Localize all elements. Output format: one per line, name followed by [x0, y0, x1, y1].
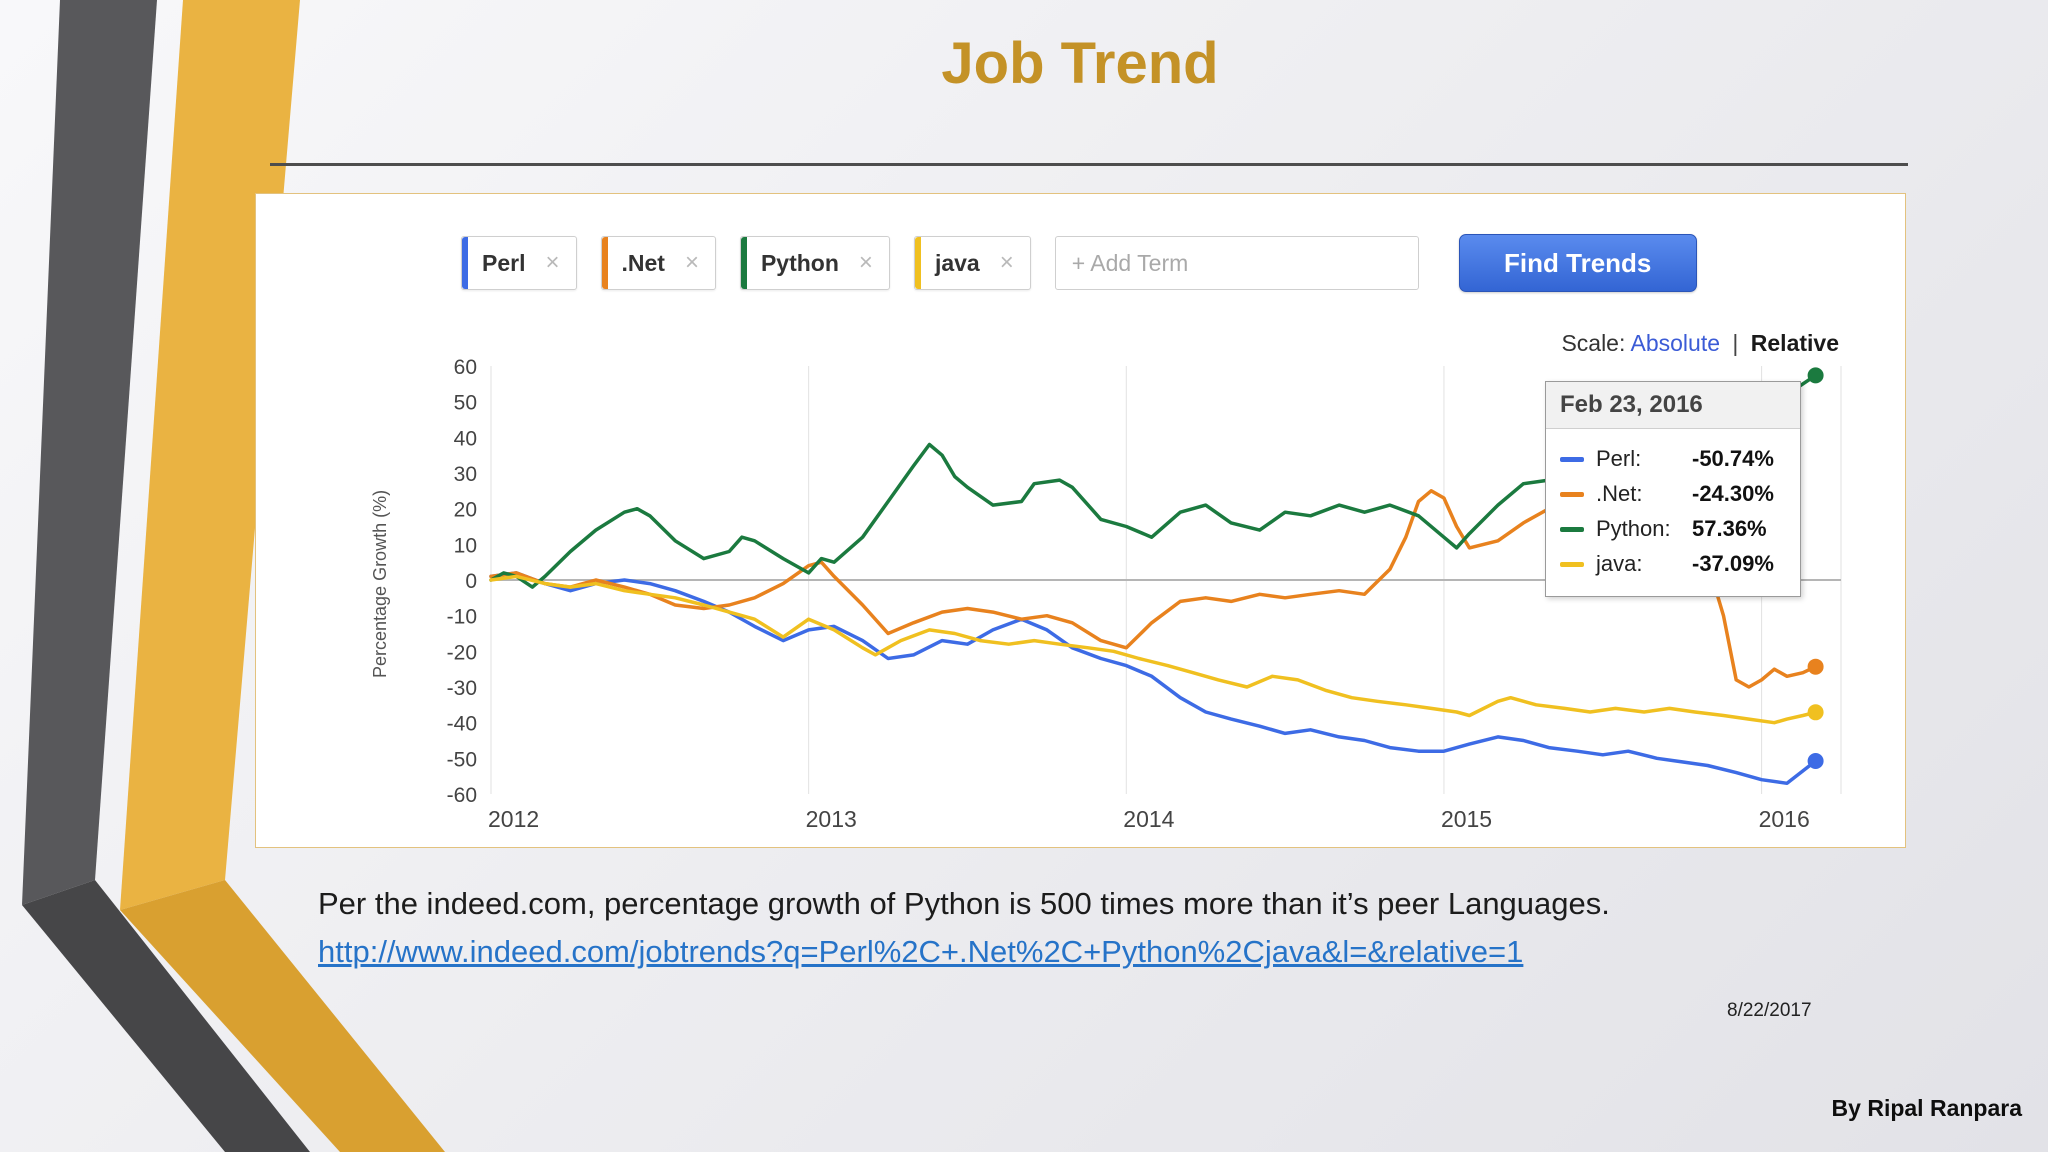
- term-color-bar: [914, 237, 921, 289]
- svg-text:10: 10: [454, 534, 477, 557]
- svg-text:-30: -30: [447, 677, 477, 700]
- remove-term-icon[interactable]: ×: [999, 249, 1014, 276]
- svg-text:-40: -40: [447, 713, 477, 736]
- svg-text:20: 20: [454, 499, 477, 522]
- svg-text:2014: 2014: [1123, 806, 1174, 832]
- svg-text:0: 0: [465, 570, 477, 593]
- tooltip-row-dotnet: .Net: -24.30%: [1560, 481, 1786, 507]
- scale-toggle: Scale: Absolute | Relative: [1561, 330, 1839, 357]
- add-term-input[interactable]: [1054, 236, 1419, 290]
- term-color-bar: [462, 237, 468, 289]
- find-trends-button[interactable]: Find Trends: [1458, 234, 1697, 292]
- remove-term-icon[interactable]: ×: [545, 249, 560, 276]
- decorative-stripes: [22, 0, 445, 1152]
- svg-text:2012: 2012: [488, 806, 539, 832]
- svg-text:-50: -50: [447, 748, 477, 771]
- scale-label: Scale:: [1561, 330, 1626, 356]
- svg-text:-20: -20: [447, 641, 477, 664]
- series-swatch: [1560, 561, 1584, 567]
- tooltip-body: Perl: -50.74% .Net: -24.30% Python: 57.3…: [1546, 429, 1800, 596]
- term-label: .Net: [621, 249, 665, 276]
- svg-text:2013: 2013: [806, 806, 857, 832]
- trend-chart: Percentage Growth (%) 2012 2013 2014 2015 20…: [356, 344, 1856, 839]
- series-name: .Net:: [1596, 481, 1643, 506]
- svg-text:60: 60: [454, 356, 477, 379]
- chart-tooltip: Feb 23, 2016 Perl: -50.74% .Net: -24.30%: [1545, 381, 1801, 597]
- term-color-bar: [601, 237, 608, 289]
- series-value: -37.09%: [1692, 551, 1774, 576]
- term-chip-java[interactable]: java ×: [913, 236, 1031, 290]
- term-label: java: [934, 249, 980, 276]
- series-name: Perl:: [1596, 446, 1642, 471]
- svg-text:50: 50: [454, 392, 477, 415]
- series-swatch: [1560, 491, 1584, 497]
- title-divider: [270, 163, 1908, 166]
- svg-text:2016: 2016: [1759, 806, 1810, 832]
- tooltip-row-python: Python: 57.36%: [1560, 516, 1786, 542]
- term-chip-dotnet[interactable]: .Net ×: [600, 236, 716, 290]
- svg-text:-60: -60: [447, 784, 477, 807]
- series-name: java:: [1596, 551, 1643, 576]
- series-value: -50.74%: [1692, 446, 1774, 471]
- series-swatch: [1560, 526, 1584, 532]
- page-title: Job Trend: [941, 31, 1219, 96]
- indeed-jobtrends-link[interactable]: http://www.indeed.com/jobtrends?q=Perl%2…: [318, 934, 1524, 969]
- svg-text:40: 40: [454, 427, 477, 450]
- series-name: Python:: [1596, 516, 1671, 541]
- tooltip-date: Feb 23, 2016: [1546, 382, 1800, 429]
- term-label: Python: [760, 249, 839, 276]
- series-swatch: [1560, 456, 1584, 462]
- search-terms-row: Perl × .Net × Python × java × Find Trend…: [461, 234, 1697, 292]
- remove-term-icon[interactable]: ×: [858, 249, 873, 276]
- svg-text:30: 30: [454, 463, 477, 486]
- tooltip-row-java: java: -37.09%: [1560, 551, 1786, 577]
- slide-date: 8/22/2017: [1727, 1000, 1812, 1021]
- term-color-bar: [740, 237, 747, 289]
- term-chip-perl[interactable]: Perl ×: [461, 236, 577, 290]
- scale-relative-selected[interactable]: Relative: [1750, 330, 1839, 356]
- author-credit: By Ripal Ranpara: [1831, 1095, 2022, 1121]
- svg-text:2015: 2015: [1441, 806, 1492, 832]
- y-axis-label: Percentage Growth (%): [370, 489, 390, 679]
- scale-separator: |: [1732, 330, 1739, 356]
- svg-text:-10: -10: [447, 606, 477, 629]
- caption-block: Per the indeed.com, percentage growth of…: [318, 880, 1610, 976]
- series-value: 57.36%: [1692, 516, 1767, 541]
- term-label: Perl: [482, 249, 526, 276]
- trends-widget-panel: Perl × .Net × Python × java × Find Trend…: [255, 193, 1906, 848]
- tooltip-row-perl: Perl: -50.74%: [1560, 446, 1786, 472]
- series-value: -24.30%: [1692, 481, 1774, 506]
- term-chip-python[interactable]: Python ×: [739, 236, 890, 290]
- scale-absolute-link[interactable]: Absolute: [1630, 330, 1721, 356]
- caption-text: Per the indeed.com, percentage growth of…: [318, 886, 1610, 921]
- remove-term-icon[interactable]: ×: [684, 249, 699, 276]
